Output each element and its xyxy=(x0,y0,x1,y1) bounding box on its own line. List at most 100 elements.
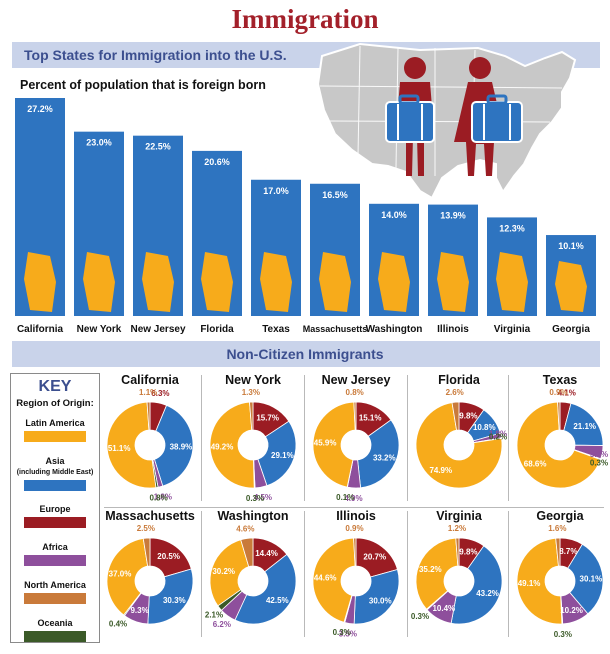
pie-value-label: 68.6% xyxy=(524,460,547,469)
key-item-africa: Africa xyxy=(11,542,99,566)
pie-chart-illinois: Illinois 20.7% 30.0% 3.5% 0.3% 44.6% 0.9% xyxy=(307,509,405,641)
pie-section-title: Non-Citizen Immigrants xyxy=(226,346,384,362)
grid-divider xyxy=(201,511,202,637)
pie-slice-latin-america xyxy=(312,401,356,488)
page-title: Immigration xyxy=(231,4,379,34)
key-swatch xyxy=(24,431,86,442)
bar-value-label: 22.5% xyxy=(145,142,171,152)
bar-value-label: 16.5% xyxy=(322,190,348,200)
key-item-label: Africa xyxy=(42,542,68,552)
pie-value-label: 14.4% xyxy=(255,549,278,558)
pie-slice-north-america xyxy=(557,401,561,431)
pie-slice-north-america xyxy=(240,537,254,568)
pie-slice-north-america xyxy=(555,537,561,567)
pie-value-label: 0.9% xyxy=(345,524,363,533)
bar-value-label: 14.0% xyxy=(381,210,407,220)
key-item-north-america: North America xyxy=(11,580,99,604)
pie-svg: 6.3% 38.9% 1.8%0.8% 51.1% 1.1% xyxy=(106,388,194,502)
pie-value-label: 37.0% xyxy=(109,569,132,578)
pie-value-label: 4.9% xyxy=(344,494,362,503)
pie-value-label: 43.2% xyxy=(476,589,499,598)
pie-value-label: 10.4% xyxy=(432,604,455,613)
legend-key: KEY Region of Origin: Latin America Asia (… xyxy=(10,373,100,643)
pie-value-label: 30.2% xyxy=(212,567,235,576)
pie-value-label: 49.1% xyxy=(518,579,541,588)
pie-value-label: 4.1% xyxy=(558,388,576,397)
pie-svg: 14.4% 42.5% 6.2%2.1% 30.2% 4.6% xyxy=(205,525,297,629)
pie-value-label: 51.1% xyxy=(108,444,131,453)
pie-value-label: 3.5% xyxy=(339,629,357,638)
state-shape-massachusetts-icon xyxy=(319,252,351,312)
bar-value-label: 13.9% xyxy=(440,211,466,221)
pie-value-label: 21.1% xyxy=(573,422,596,431)
pie-slice-latin-america xyxy=(106,538,149,616)
key-swatch xyxy=(24,480,86,491)
key-item-asia: Asia (including Middle East) xyxy=(11,456,99,491)
pie-value-label: 15.7% xyxy=(256,414,279,423)
pie-chart-new-jersey: New Jersey 15.1% 33.2% 4.9% 0.1% 45.9% 0.8% xyxy=(307,373,405,505)
key-item-label: Latin America xyxy=(25,418,85,428)
pie-value-label: 0.3% xyxy=(554,630,572,639)
state-shape-virginia-icon xyxy=(496,252,528,312)
pie-value-label: 5.0% xyxy=(590,450,608,459)
us-map-illustration xyxy=(316,42,577,200)
pie-value-label: 0.4% xyxy=(109,619,127,628)
state-shape-new-york-icon xyxy=(83,252,115,312)
key-item-europe: Europe xyxy=(11,504,99,528)
bar-value-label: 20.6% xyxy=(204,157,230,167)
state-shape-new-jersey-icon xyxy=(142,252,174,312)
key-swatch xyxy=(24,593,86,604)
pie-slice-latin-america xyxy=(516,401,601,489)
pie-value-label: 0.3% xyxy=(246,494,264,503)
category-label: Florida xyxy=(200,324,234,335)
pie-value-label: 9.8% xyxy=(459,411,477,420)
pie-value-label: 0.3% xyxy=(590,458,608,467)
key-item-label: Oceania xyxy=(37,618,73,628)
pie-title: Florida xyxy=(438,373,480,387)
pie-title: Texas xyxy=(542,373,578,387)
pie-slice-asia xyxy=(147,568,194,625)
pie-value-label: 9.8% xyxy=(459,547,477,556)
key-title: KEY xyxy=(38,378,72,395)
state-shape-illinois-icon xyxy=(437,252,469,312)
bar-value-label: 23.0% xyxy=(86,138,112,148)
pie-value-label: 74.9% xyxy=(429,466,452,475)
category-label: California xyxy=(17,324,64,335)
pie-slice-latin-america xyxy=(415,402,503,489)
pie-value-label: 10.8% xyxy=(473,423,496,432)
grid-divider xyxy=(304,375,305,501)
pie-chart-florida: Florida 9.8% 10.8% 1.8% 0.2% 74.9% 2.6% xyxy=(410,373,508,505)
pie-chart-washington: Washington 14.4% 42.5% 6.2% 2.1% 30.2% 4.6% xyxy=(204,509,302,641)
pie-slice-north-america xyxy=(353,401,357,431)
pie-value-label: 6.3% xyxy=(151,389,169,398)
bar-value-label: 10.1% xyxy=(558,241,584,251)
bar-chart: 27.2% California 23.0% New York 22.5% New Jer… xyxy=(15,98,596,335)
key-swatch xyxy=(24,555,86,566)
category-label: Georgia xyxy=(552,324,590,335)
pie-slice-europe xyxy=(149,537,192,578)
pie-value-label: 2.5% xyxy=(137,524,155,533)
pie-value-label: 9.3% xyxy=(130,606,148,615)
pie-value-label: 0.8% xyxy=(150,493,168,502)
pie-value-label: 0.3% xyxy=(411,612,429,621)
key-swatch xyxy=(24,631,86,642)
state-shape-washington-icon xyxy=(378,252,410,312)
bar-value-label: 27.2% xyxy=(27,104,53,114)
pie-slice-latin-america xyxy=(209,401,255,489)
pie-value-label: 0.3% xyxy=(333,628,351,637)
pie-value-label: 35.2% xyxy=(419,565,442,574)
pie-svg: 9.8% 43.2% 10.4%0.3% 35.2% 1.2% xyxy=(411,524,503,625)
state-shape-georgia-icon xyxy=(555,261,587,312)
key-subtitle: Region of Origin: xyxy=(16,398,94,409)
pie-value-label: 29.1% xyxy=(271,451,294,460)
pie-value-label: 20.7% xyxy=(363,552,386,561)
category-label: Virginia xyxy=(494,324,531,335)
pie-svg: 8.7% 30.1% 10.2% 0.3% 49.1% 1.6% xyxy=(516,524,604,639)
bar-value-label: 17.0% xyxy=(263,186,289,196)
pie-value-label: 44.6% xyxy=(314,574,337,583)
pie-value-label: 6.2% xyxy=(213,620,231,629)
category-label: Massachusetts xyxy=(303,324,368,334)
pie-value-label: 1.8% xyxy=(489,429,507,438)
pie-value-label: 4.6% xyxy=(236,525,254,534)
pie-value-label: 42.5% xyxy=(266,596,289,605)
